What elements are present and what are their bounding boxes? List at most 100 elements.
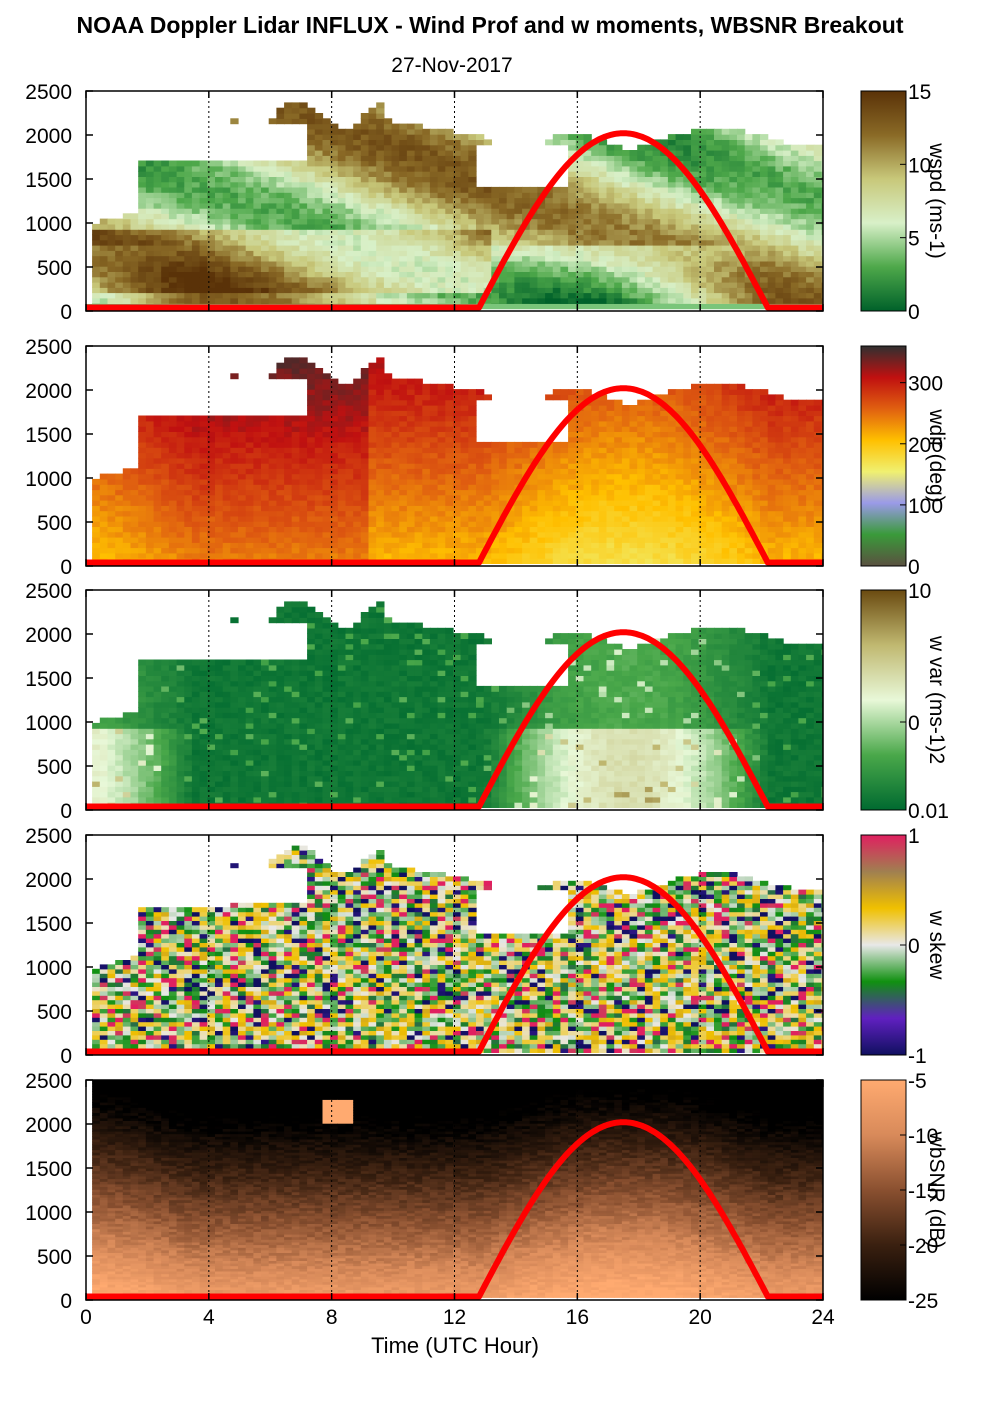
- heatmap-cell: [414, 441, 423, 448]
- heatmap-cell: [383, 547, 393, 554]
- heatmap-cell: [383, 234, 393, 241]
- heatmap-cell: [406, 197, 416, 204]
- heatmap-cell: [376, 287, 385, 294]
- heatmap-cell: [445, 128, 454, 135]
- heatmap-cell: [268, 457, 277, 464]
- heatmap-cell: [568, 245, 577, 251]
- heatmap-cell: [414, 276, 423, 283]
- heatmap-cell: [230, 500, 239, 506]
- heatmap-cell: [683, 197, 692, 204]
- heatmap-cell: [307, 287, 316, 294]
- heatmap-cell: [238, 505, 247, 512]
- heatmap-cell: [453, 186, 462, 193]
- heatmap-cell: [360, 378, 370, 385]
- heatmap-cell: [660, 282, 669, 288]
- heatmap-cell: [184, 297, 193, 304]
- heatmap-cell: [568, 266, 577, 272]
- heatmap-cell: [583, 229, 592, 236]
- heatmap-cell: [667, 165, 677, 172]
- heatmap-cell: [291, 505, 300, 512]
- heatmap-cell: [276, 271, 285, 278]
- heatmap-cell: [168, 266, 178, 272]
- heatmap-cell: [598, 441, 608, 448]
- heatmap-cell: [545, 484, 554, 491]
- heatmap-cell: [130, 526, 139, 533]
- heatmap-cell: [422, 208, 431, 214]
- heatmap-cell: [307, 144, 316, 151]
- heatmap-cell: [468, 208, 477, 214]
- heatmap-cell: [429, 155, 439, 162]
- heatmap-cell: [806, 266, 815, 272]
- heatmap-cell: [299, 234, 308, 241]
- heatmap-cell: [299, 436, 308, 443]
- heatmap-cell: [176, 239, 185, 246]
- heatmap-cell: [253, 452, 262, 459]
- heatmap-cell: [99, 526, 109, 533]
- heatmap-cell: [775, 160, 784, 167]
- heatmap-cell: [284, 245, 293, 251]
- heatmap-cell: [130, 521, 139, 527]
- heatmap-cell: [115, 500, 124, 506]
- heatmap-cell: [176, 468, 185, 475]
- heatmap-cell: [253, 192, 262, 199]
- heatmap-cell: [99, 292, 109, 299]
- heatmap-cell: [238, 239, 247, 246]
- heatmap-cell: [691, 245, 700, 251]
- heatmap-cell: [322, 378, 331, 385]
- heatmap-cell: [614, 276, 623, 283]
- heatmap-cell: [414, 282, 423, 288]
- heatmap-cell: [191, 266, 201, 272]
- heatmap-cell: [568, 521, 577, 527]
- heatmap-cell: [491, 547, 500, 554]
- heatmap-cell: [453, 463, 462, 469]
- heatmap-cell: [360, 266, 370, 272]
- heatmap-cell: [429, 521, 439, 527]
- heatmap-cell: [667, 223, 677, 230]
- heatmap-cell: [675, 208, 684, 214]
- heatmap-cell: [145, 537, 155, 543]
- heatmap-cell: [675, 155, 684, 162]
- heatmap-cell: [691, 229, 700, 236]
- heatmap-cell: [299, 118, 308, 125]
- heatmap-cell: [499, 463, 508, 469]
- heatmap-cell: [330, 192, 339, 199]
- heatmap-cell: [107, 515, 116, 522]
- heatmap-cell: [767, 239, 776, 246]
- heatmap-cell: [284, 373, 293, 380]
- heatmap-cell: [391, 494, 400, 501]
- heatmap-cell: [399, 160, 408, 167]
- heatmap-cell: [130, 510, 139, 517]
- heatmap-cell: [345, 500, 354, 506]
- heatmap-cell: [575, 181, 585, 188]
- heatmap-cell: [429, 457, 439, 464]
- heatmap-cell: [161, 441, 170, 448]
- heatmap-cell: [115, 266, 124, 272]
- heatmap-cell: [675, 218, 684, 225]
- heatmap-cell: [191, 515, 201, 522]
- heatmap-cell: [145, 420, 155, 427]
- heatmap-cell: [775, 181, 784, 188]
- heatmap-cell: [322, 473, 331, 480]
- heatmap-cell: [422, 547, 431, 554]
- heatmap-cell: [583, 542, 592, 549]
- heatmap-cell: [215, 473, 224, 480]
- heatmap-cell: [153, 218, 162, 225]
- heatmap-cell: [706, 234, 715, 241]
- heatmap-cell: [429, 441, 439, 448]
- heatmap-cell: [529, 447, 538, 454]
- heatmap-cell: [414, 271, 423, 278]
- heatmap-cell: [598, 405, 608, 411]
- heatmap-cell: [406, 271, 416, 278]
- heatmap-cell: [468, 547, 477, 554]
- heatmap-cell: [591, 431, 600, 438]
- heatmap-cell: [406, 484, 416, 491]
- heatmap-cell: [307, 405, 316, 411]
- heatmap-cell: [360, 239, 370, 246]
- heatmap-cell: [153, 510, 162, 517]
- heatmap-cell: [330, 213, 339, 220]
- heatmap-cell: [445, 234, 454, 241]
- heatmap-cell: [291, 160, 300, 167]
- heatmap-cell: [161, 255, 170, 262]
- heatmap-cell: [760, 197, 769, 204]
- heatmap-cell: [245, 202, 254, 209]
